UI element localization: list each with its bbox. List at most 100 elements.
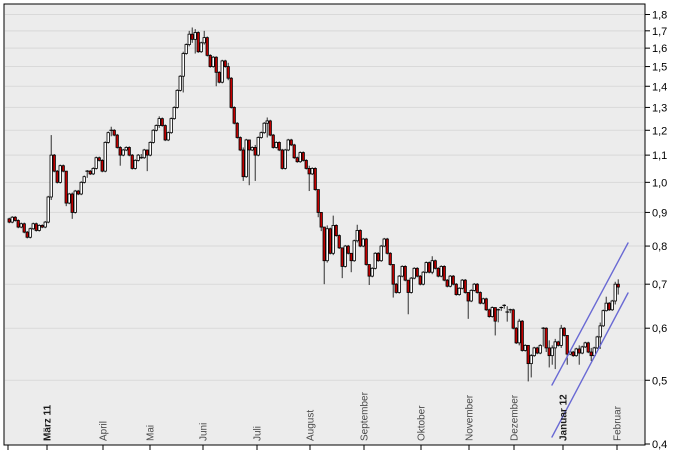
candle-body [280,149,284,169]
candle-body [175,89,179,108]
candle-body [232,107,236,124]
candle-body [487,309,491,317]
y-axis-label: 1,4 [652,81,667,93]
candle-body [205,37,209,56]
candle-body [166,132,170,141]
candle-body [184,44,188,54]
candle-body [160,118,164,126]
candle-body [532,347,536,357]
y-axis-label: 0,7 [652,279,667,291]
x-axis-label: September [360,391,371,441]
candle-body [337,235,341,249]
candle-body [253,147,257,156]
candle-body [208,54,212,67]
plot-area [4,4,645,445]
candle-body [583,342,587,348]
candle-body [286,139,290,151]
y-axis-label: 0,8 [652,241,667,253]
candle-body [355,230,359,242]
candle-body [82,176,86,183]
candle-body [142,149,146,159]
candle-body [67,193,71,204]
candle-body [190,33,194,40]
candle-body [211,56,215,67]
candle-body [145,149,149,156]
candle-body [517,320,521,344]
candle-body [259,132,263,138]
candle-body [562,327,566,336]
trend-line [551,292,629,438]
candle-body [535,347,539,354]
candle-body [193,32,197,40]
candle-body [214,56,218,73]
candle-body [256,137,260,156]
candle-body [181,53,185,77]
candle-body [310,168,314,175]
candle-body [340,247,344,267]
candle-body [550,347,554,357]
candle-body [169,118,173,134]
candle-body [229,77,233,108]
candle-body [70,193,74,213]
candle-body [598,325,602,338]
candle-body [520,320,524,351]
candle-body [586,342,590,353]
candle-body [538,344,542,354]
x-axis-label: Juli [253,426,264,441]
x-axis-label: März 11 [43,404,54,441]
candle-body [100,159,104,172]
candle-body [172,107,176,120]
candle-body [463,279,467,293]
candle-body [589,351,593,357]
candle-body [577,348,581,354]
candle-body [43,221,47,228]
candle-body [298,152,302,163]
candle-body [313,168,317,190]
candle-body [427,262,431,273]
candle-body [415,267,419,277]
candle-body [316,189,320,213]
candle-body [364,238,368,265]
candle-body [292,144,296,159]
y-axis-label: 0,5 [652,375,667,387]
candle-body [31,223,35,230]
candle-body [376,252,380,262]
candle-body [352,240,356,262]
candle-body [403,265,407,281]
candle-body [556,341,560,346]
candle-body [361,238,365,247]
candle-body [277,142,281,151]
candle-body [262,122,266,134]
candle-body [595,336,599,349]
candle-body [472,283,476,291]
x-axis-label: Juni [199,423,210,441]
candle-body [46,196,50,223]
candle-body [163,125,167,141]
y-axis-label: 1,8 [652,10,667,22]
candle-body [91,168,95,175]
candle-body [514,327,518,344]
candle-body [601,310,605,327]
y-axis-label: 0,9 [652,207,667,219]
y-axis-label: 1,0 [652,177,667,189]
candle-body [154,125,158,131]
candle-body [430,260,434,273]
candle-body [55,170,59,183]
candle-body [439,265,443,277]
candle-body [367,264,371,277]
candle-body [580,346,584,354]
candle-body [16,220,20,228]
candle-body [217,71,221,83]
candle-body [448,275,452,287]
candle-body [124,147,128,151]
candle-body [529,355,533,365]
candle-body [244,139,248,178]
candle-body [106,132,110,143]
x-axis-label: April [99,421,110,441]
candle-body [334,225,338,236]
y-axis-label: 1,6 [652,43,667,55]
candle-body [52,154,56,172]
candle-body [157,118,161,126]
candle-body [73,190,77,213]
